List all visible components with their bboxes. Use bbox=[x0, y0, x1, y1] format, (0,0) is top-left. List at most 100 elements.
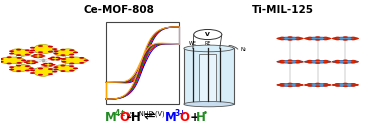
Circle shape bbox=[323, 62, 328, 64]
Circle shape bbox=[299, 38, 304, 39]
Circle shape bbox=[17, 57, 22, 59]
Ellipse shape bbox=[333, 37, 358, 40]
Circle shape bbox=[48, 63, 53, 64]
Circle shape bbox=[52, 48, 57, 50]
Circle shape bbox=[280, 37, 285, 38]
Circle shape bbox=[53, 69, 58, 70]
Circle shape bbox=[16, 65, 21, 67]
Circle shape bbox=[53, 50, 58, 52]
Circle shape bbox=[9, 53, 14, 55]
Circle shape bbox=[48, 65, 53, 67]
Circle shape bbox=[38, 45, 43, 47]
Ellipse shape bbox=[333, 60, 358, 63]
Circle shape bbox=[50, 59, 55, 61]
Circle shape bbox=[73, 67, 78, 69]
Circle shape bbox=[335, 60, 340, 62]
Ellipse shape bbox=[55, 49, 75, 56]
Circle shape bbox=[295, 83, 300, 85]
Circle shape bbox=[38, 68, 43, 69]
Circle shape bbox=[299, 61, 304, 63]
Circle shape bbox=[299, 84, 304, 86]
Circle shape bbox=[280, 38, 285, 40]
Circle shape bbox=[69, 54, 74, 55]
Text: M: M bbox=[105, 111, 117, 124]
Circle shape bbox=[30, 72, 35, 74]
Text: Ce-MOF-808: Ce-MOF-808 bbox=[83, 5, 154, 15]
Circle shape bbox=[295, 85, 300, 87]
Circle shape bbox=[69, 65, 74, 67]
Ellipse shape bbox=[305, 83, 330, 86]
Circle shape bbox=[343, 62, 348, 64]
Circle shape bbox=[343, 85, 348, 87]
Circle shape bbox=[52, 71, 57, 73]
Circle shape bbox=[315, 85, 320, 87]
Text: O: O bbox=[120, 111, 130, 124]
Circle shape bbox=[323, 38, 328, 40]
Circle shape bbox=[287, 59, 293, 61]
Circle shape bbox=[9, 69, 14, 70]
Circle shape bbox=[287, 36, 293, 38]
Circle shape bbox=[304, 61, 309, 63]
Ellipse shape bbox=[278, 83, 303, 86]
Circle shape bbox=[287, 39, 293, 41]
Circle shape bbox=[9, 50, 14, 52]
Ellipse shape bbox=[33, 55, 44, 57]
Circle shape bbox=[307, 38, 312, 40]
Circle shape bbox=[26, 63, 31, 64]
Circle shape bbox=[295, 37, 300, 38]
Circle shape bbox=[323, 60, 328, 62]
Text: •: • bbox=[203, 109, 208, 118]
Circle shape bbox=[351, 85, 356, 87]
Circle shape bbox=[307, 62, 312, 64]
Circle shape bbox=[69, 63, 74, 64]
Circle shape bbox=[343, 39, 348, 41]
Circle shape bbox=[61, 58, 66, 60]
Circle shape bbox=[315, 62, 320, 64]
Circle shape bbox=[56, 57, 60, 58]
Circle shape bbox=[295, 60, 300, 62]
Circle shape bbox=[16, 49, 21, 51]
Ellipse shape bbox=[305, 37, 330, 40]
Circle shape bbox=[48, 58, 52, 59]
Circle shape bbox=[69, 70, 74, 71]
Ellipse shape bbox=[26, 61, 37, 64]
Text: M: M bbox=[165, 111, 177, 124]
Text: 4+: 4+ bbox=[114, 109, 126, 118]
Circle shape bbox=[326, 61, 332, 63]
Circle shape bbox=[354, 84, 359, 86]
Circle shape bbox=[26, 60, 31, 62]
Circle shape bbox=[323, 37, 328, 38]
Ellipse shape bbox=[278, 60, 303, 63]
Circle shape bbox=[41, 55, 46, 57]
Circle shape bbox=[351, 83, 356, 85]
Circle shape bbox=[335, 83, 340, 85]
Circle shape bbox=[0, 61, 4, 63]
Circle shape bbox=[276, 61, 282, 63]
Circle shape bbox=[25, 54, 30, 55]
Ellipse shape bbox=[305, 60, 330, 63]
Circle shape bbox=[343, 59, 348, 61]
Text: RE: RE bbox=[205, 41, 211, 46]
Circle shape bbox=[28, 51, 34, 53]
Circle shape bbox=[53, 66, 58, 68]
Circle shape bbox=[343, 83, 348, 85]
Text: H: H bbox=[196, 111, 206, 124]
Circle shape bbox=[280, 83, 285, 85]
Circle shape bbox=[31, 63, 36, 64]
Text: V: V bbox=[205, 32, 210, 37]
Ellipse shape bbox=[278, 37, 303, 40]
Text: Ti-MIL-125: Ti-MIL-125 bbox=[252, 5, 314, 15]
Ellipse shape bbox=[34, 67, 53, 76]
Circle shape bbox=[16, 70, 21, 72]
Circle shape bbox=[326, 84, 332, 86]
Circle shape bbox=[287, 85, 293, 87]
Circle shape bbox=[53, 53, 58, 55]
Circle shape bbox=[79, 57, 84, 59]
Circle shape bbox=[38, 51, 43, 53]
Circle shape bbox=[326, 38, 332, 39]
Text: +: + bbox=[186, 111, 201, 124]
Circle shape bbox=[41, 64, 45, 66]
Circle shape bbox=[194, 29, 222, 40]
Circle shape bbox=[25, 70, 30, 71]
Circle shape bbox=[335, 38, 340, 40]
